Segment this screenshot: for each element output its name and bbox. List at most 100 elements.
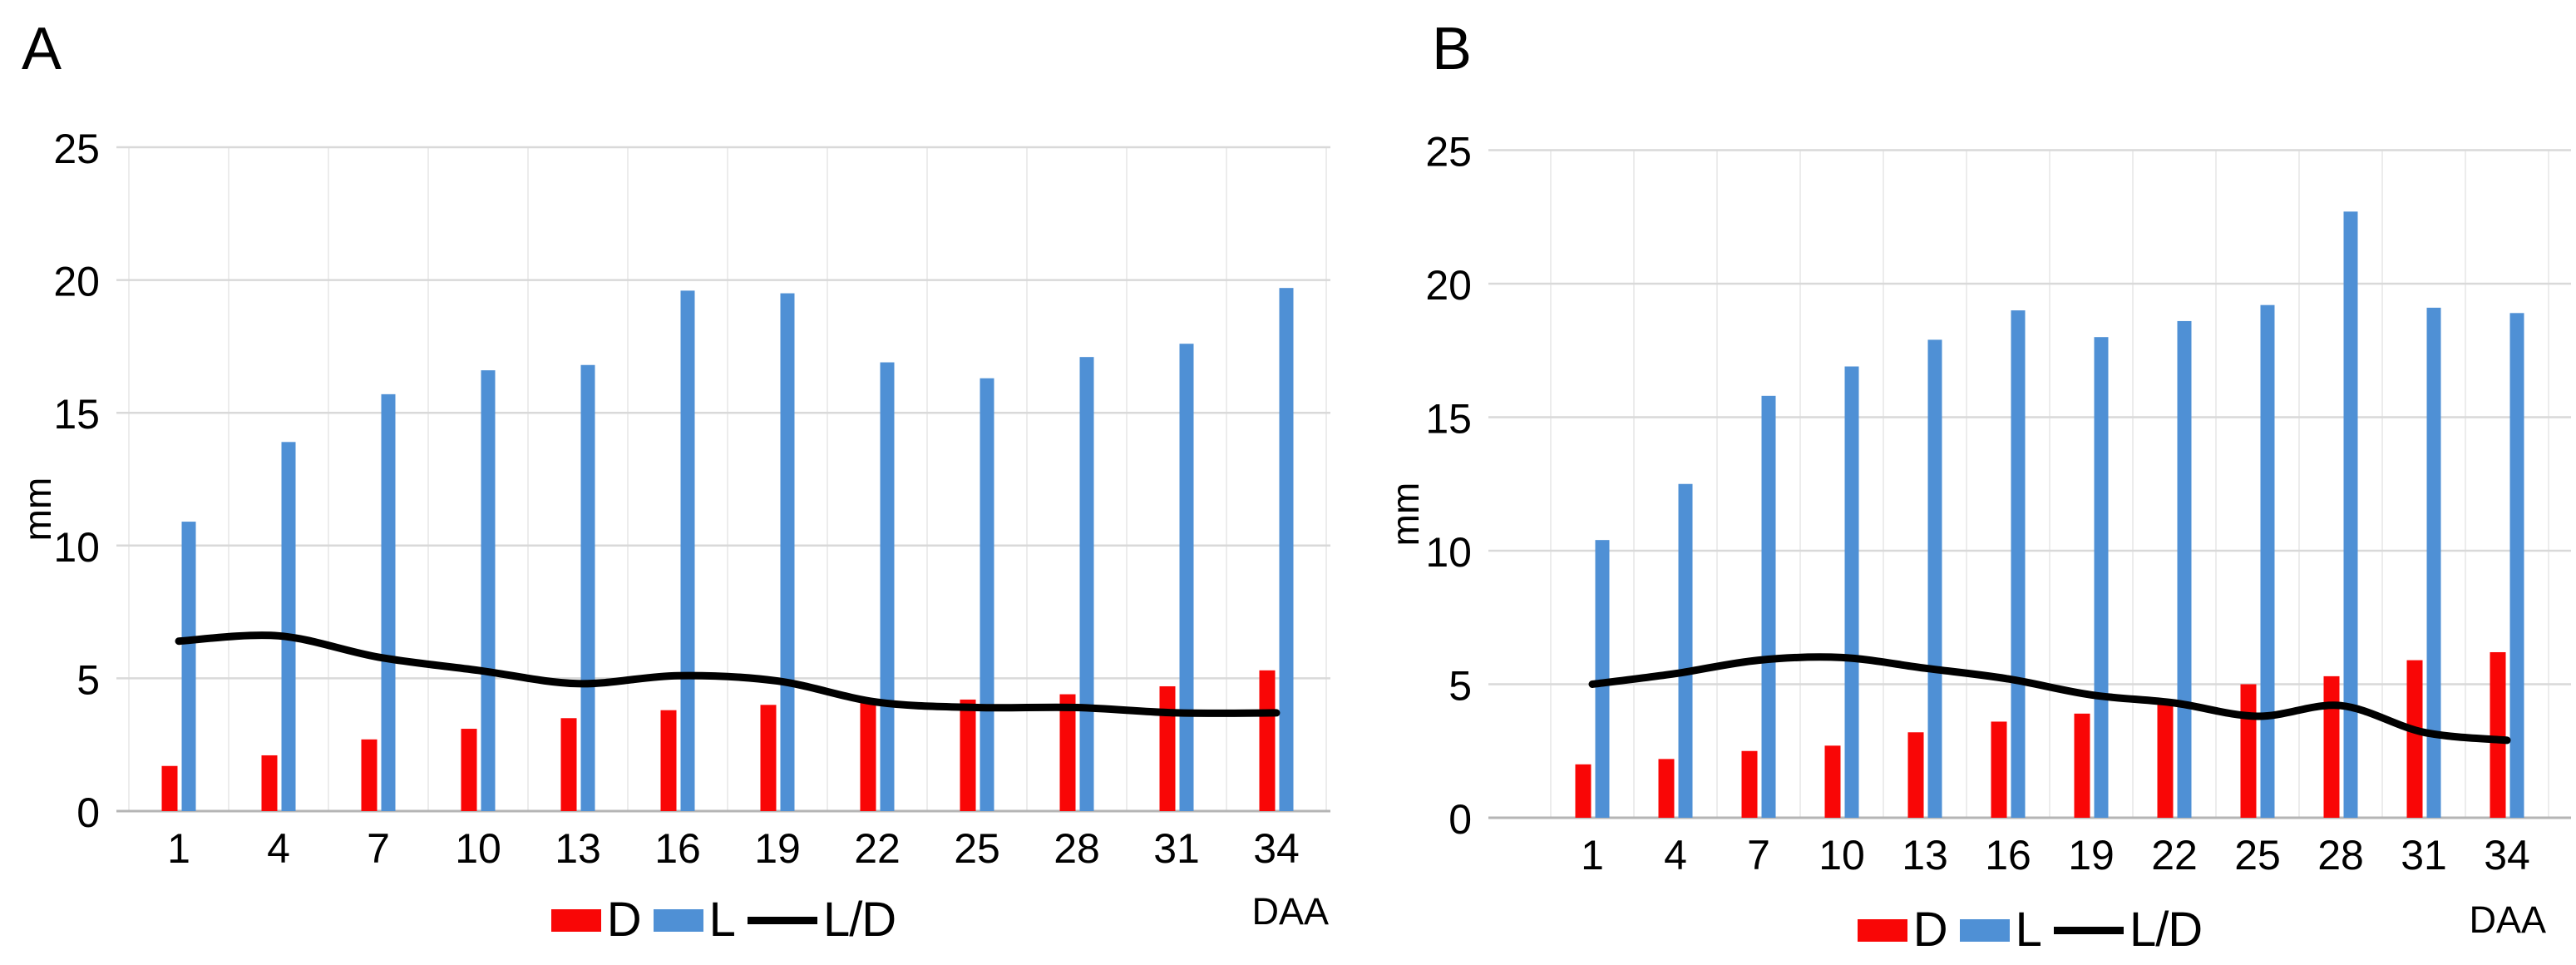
chart-b-canvas: 0 5 10 15 20 25 1 4 7 10 13 16 19 22 25 28 31 34 <box>1425 129 2571 878</box>
panel-b: B 0 5 10 15 20 25 1 4 7 10 13 16 19 22 25 28 31 34 mm DAA… <box>1339 0 2576 965</box>
bar-d <box>1059 694 1076 811</box>
bar-d <box>1824 745 1841 818</box>
y-tick-label: 15 <box>53 391 100 438</box>
x-tick-label: 22 <box>854 825 901 872</box>
x-tick-label: 4 <box>1664 832 1687 878</box>
bar-d <box>1658 759 1675 818</box>
panel-a-legend: D L L/D <box>116 895 1330 945</box>
x-tick-label: 28 <box>1054 825 1100 872</box>
x-tick-label: 10 <box>1818 832 1865 878</box>
panel-b-x-axis-label: DAA <box>2469 898 2546 941</box>
bar-d <box>361 739 378 811</box>
bar-d <box>560 718 577 811</box>
bar-d <box>2074 713 2090 818</box>
bar-l <box>1678 483 1693 818</box>
bar-l <box>780 293 795 811</box>
legend-swatch-ld-line <box>2053 926 2124 934</box>
bar-l <box>1279 288 1294 811</box>
bar-d <box>2323 676 2340 818</box>
bar-l <box>2011 310 2026 819</box>
x-tick-label: 28 <box>2317 832 2364 878</box>
legend-label-l: L <box>708 893 736 947</box>
x-tick-label: 22 <box>2151 832 2198 878</box>
bar-l <box>1761 395 1776 818</box>
x-tick-label: 1 <box>1581 832 1604 878</box>
bar-l <box>2343 211 2358 818</box>
legend-label-d: D <box>1912 903 1948 957</box>
y-tick-label: 25 <box>1425 129 1472 176</box>
bar-l <box>381 393 396 811</box>
bar-l <box>680 290 695 811</box>
bar-l <box>2260 304 2275 818</box>
bar-l <box>880 362 895 811</box>
x-tick-label: 34 <box>2484 832 2530 878</box>
x-tick-label: 25 <box>954 825 1000 872</box>
y-tick-label: 0 <box>1448 796 1472 843</box>
legend-swatch-d <box>1857 918 1907 942</box>
bar-l <box>2426 307 2441 818</box>
x-tick-label: 4 <box>267 825 290 872</box>
bar-l <box>2177 320 2192 818</box>
bar-l <box>1927 339 1942 818</box>
bar-l <box>481 370 496 811</box>
bar-d <box>1991 721 2007 818</box>
y-tick-label: 5 <box>76 656 100 703</box>
legend-label-d: D <box>606 893 642 947</box>
x-tick-label: 13 <box>1902 832 1948 878</box>
bar-d <box>660 710 677 811</box>
y-tick-label: 25 <box>53 126 100 172</box>
y-tick-label: 15 <box>1425 396 1472 443</box>
x-tick-label: 7 <box>367 825 390 872</box>
bar-d <box>860 702 876 811</box>
ld-line <box>175 631 1281 717</box>
x-tick-label: 13 <box>555 825 601 872</box>
panel-a-y-axis-label: mm <box>16 477 59 542</box>
bar-d <box>760 705 777 811</box>
legend-swatch-l <box>653 908 703 932</box>
legend-swatch-ld-line <box>747 916 817 924</box>
x-tick-label: 16 <box>1985 832 2031 878</box>
bar-d <box>1741 750 1758 818</box>
bar-d <box>2406 660 2423 818</box>
panel-a-title: A <box>22 16 62 82</box>
legend-label-ld: L/D <box>2129 903 2203 957</box>
bar-l <box>1595 540 1610 818</box>
panel-b-y-axis-label: mm <box>1384 482 1427 547</box>
x-tick-label: 19 <box>754 825 801 872</box>
x-tick-label: 7 <box>1747 832 1770 878</box>
x-tick-label: 31 <box>2401 832 2447 878</box>
x-tick-label: 1 <box>167 825 190 872</box>
bar-d <box>161 765 178 811</box>
bar-d <box>261 755 278 811</box>
bar-d <box>2240 684 2257 818</box>
bar-d <box>1907 732 1924 818</box>
bar-l <box>181 522 196 811</box>
bar-d <box>2490 651 2506 818</box>
bar-l <box>2094 337 2109 818</box>
panel-a-x-axis-label: DAA <box>1251 890 1329 933</box>
legend-swatch-l <box>1959 918 2010 942</box>
panel-a: A 0 5 10 15 20 25 1 4 7 10 13 16 19 22 25 28 31 34 mm DAA… <box>16 16 1330 945</box>
bar-l <box>2509 313 2524 818</box>
x-tick-label: 16 <box>654 825 701 872</box>
ld-line <box>1588 653 2511 745</box>
bar-l <box>1844 366 1859 818</box>
legend-label-ld: L/D <box>822 893 896 947</box>
panel-b-title: B <box>1432 16 1473 82</box>
y-tick-label: 10 <box>1425 529 1472 576</box>
x-tick-label: 34 <box>1253 825 1300 872</box>
x-tick-label: 10 <box>455 825 501 872</box>
y-tick-label: 20 <box>1425 262 1472 309</box>
x-tick-label: 19 <box>2068 832 2115 878</box>
bar-d <box>1575 764 1591 818</box>
x-tick-label: 31 <box>1153 825 1200 872</box>
bar-d <box>1259 670 1276 811</box>
bar-l <box>1079 357 1094 812</box>
bar-l <box>580 364 595 811</box>
bar-l <box>1179 344 1194 811</box>
y-tick-label: 10 <box>53 524 100 571</box>
legend-swatch-d <box>550 908 601 932</box>
bar-d <box>1159 685 1176 811</box>
y-tick-label: 20 <box>53 259 100 305</box>
